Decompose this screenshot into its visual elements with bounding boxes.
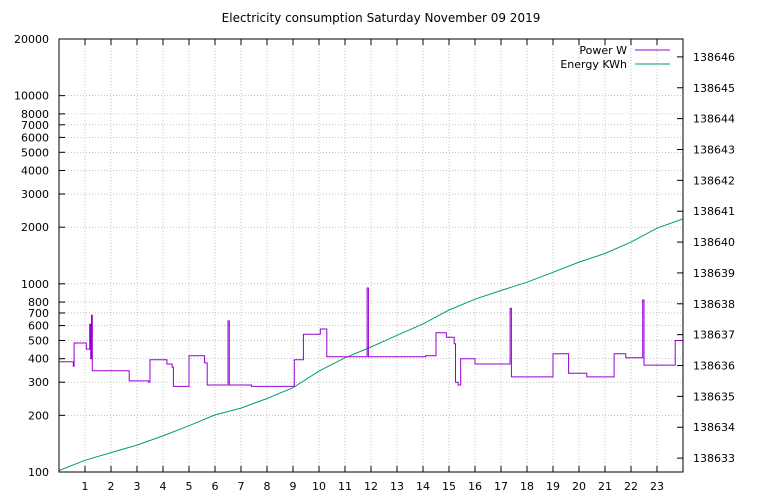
x-tick-label: 17 xyxy=(494,480,508,493)
axis-ticks xyxy=(59,38,683,473)
x-tick-label: 7 xyxy=(238,480,245,493)
legend-label-power: Power W xyxy=(579,44,627,57)
y2-tick-label: 138639 xyxy=(693,267,735,280)
x-tick-label: 18 xyxy=(520,480,534,493)
energy-kwh-series-line xyxy=(58,218,684,471)
y-tick-label: 700 xyxy=(28,307,49,320)
x-tick-label: 15 xyxy=(442,480,456,493)
x-tick-label: 6 xyxy=(212,480,219,493)
x-tick-label: 19 xyxy=(546,480,560,493)
y-tick-label: 100 xyxy=(28,466,49,479)
y-tick-label: 4000 xyxy=(21,165,49,178)
x-tick-label: 16 xyxy=(468,480,482,493)
legend-label-energy: Energy KWh xyxy=(560,58,627,71)
y-tick-label: 200 xyxy=(28,409,49,422)
y2-tick-label: 138638 xyxy=(693,298,735,311)
y2-tick-label: 138644 xyxy=(693,113,735,126)
x-tick-label: 10 xyxy=(312,480,326,493)
y2-tick-label: 138645 xyxy=(693,82,735,95)
y-tick-label: 10000 xyxy=(14,90,49,103)
chart-title: Electricity consumption Saturday Novembe… xyxy=(222,11,541,25)
x-tick-label: 23 xyxy=(650,480,664,493)
x-tick-label: 5 xyxy=(186,480,193,493)
y-tick-label: 8000 xyxy=(21,108,49,121)
x-tick-label: 2 xyxy=(108,480,115,493)
grid xyxy=(59,38,683,473)
x-tick-label: 20 xyxy=(572,480,586,493)
x-tick-label: 12 xyxy=(364,480,378,493)
tick-labels: 1 2 3 4 5 6 7 8 9 10 11 12 13 14 15 16 17 18 19 20 21 22 23100… xyxy=(14,33,735,493)
x-tick-label: 11 xyxy=(338,480,352,493)
y2-tick-label: 138634 xyxy=(693,421,735,434)
x-tick-label: 9 xyxy=(290,480,297,493)
y2-tick-label: 138636 xyxy=(693,360,735,373)
x-tick-label: 3 xyxy=(134,480,141,493)
legend: Power W Energy KWh xyxy=(560,44,670,71)
y2-tick-label: 138640 xyxy=(693,236,735,249)
y2-tick-label: 138646 xyxy=(693,51,735,64)
y2-tick-label: 138633 xyxy=(693,452,735,465)
series-layer xyxy=(58,218,684,471)
y2-tick-label: 138641 xyxy=(693,205,735,218)
x-tick-label: 14 xyxy=(416,480,430,493)
y-tick-label: 400 xyxy=(28,353,49,366)
x-tick-label: 4 xyxy=(160,480,167,493)
x-tick-label: 1 xyxy=(82,480,89,493)
y-tick-label: 20000 xyxy=(14,33,49,46)
y-tick-label: 300 xyxy=(28,376,49,389)
x-tick-label: 22 xyxy=(624,480,638,493)
y2-tick-label: 138642 xyxy=(693,174,735,187)
y-tick-label: 6000 xyxy=(21,131,49,144)
y-tick-label: 2000 xyxy=(21,221,49,234)
y-tick-label: 500 xyxy=(28,334,49,347)
x-tick-label: 13 xyxy=(390,480,404,493)
y2-tick-label: 138643 xyxy=(693,143,735,156)
y2-tick-label: 138637 xyxy=(693,329,735,342)
x-tick-label: 8 xyxy=(264,480,271,493)
y-tick-label: 3000 xyxy=(21,188,49,201)
y-tick-label: 800 xyxy=(28,296,49,309)
x-tick-label: 21 xyxy=(598,480,612,493)
power-w-series-line xyxy=(59,287,683,387)
y-tick-label: 600 xyxy=(28,320,49,333)
y-tick-label: 1000 xyxy=(21,278,49,291)
y2-tick-label: 138635 xyxy=(693,390,735,403)
y-tick-label: 7000 xyxy=(21,119,49,132)
y-tick-label: 5000 xyxy=(21,146,49,159)
